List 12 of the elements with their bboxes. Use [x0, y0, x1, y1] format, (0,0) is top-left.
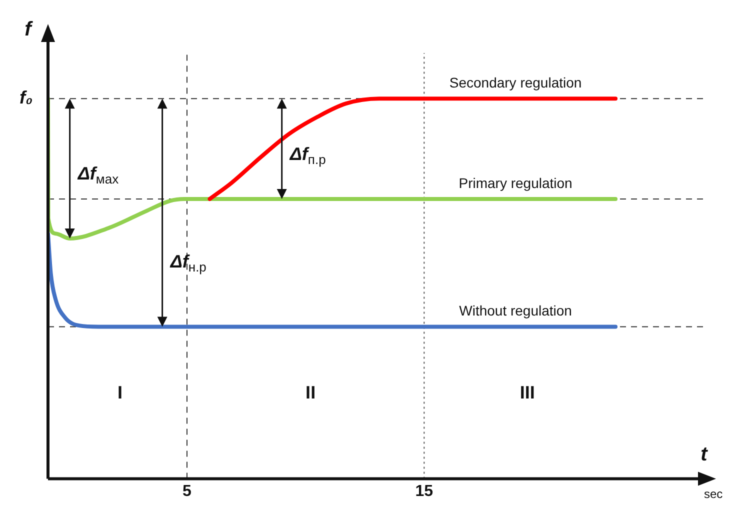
- x-axis-title: t: [700, 443, 709, 466]
- x-tick-label: 5: [182, 482, 192, 500]
- ref-line-label: f₀: [19, 88, 33, 108]
- series-label: Primary regulation: [458, 174, 572, 191]
- annotation: II: [306, 382, 316, 403]
- series-label: Secondary regulation: [449, 74, 582, 90]
- series-label: Without regulation: [459, 302, 572, 319]
- annotation: I: [117, 382, 123, 403]
- annotation: III: [520, 382, 535, 403]
- x-tick-label: 15: [415, 482, 434, 500]
- y-axis-title: f: [24, 18, 34, 41]
- text: sec: [704, 487, 723, 502]
